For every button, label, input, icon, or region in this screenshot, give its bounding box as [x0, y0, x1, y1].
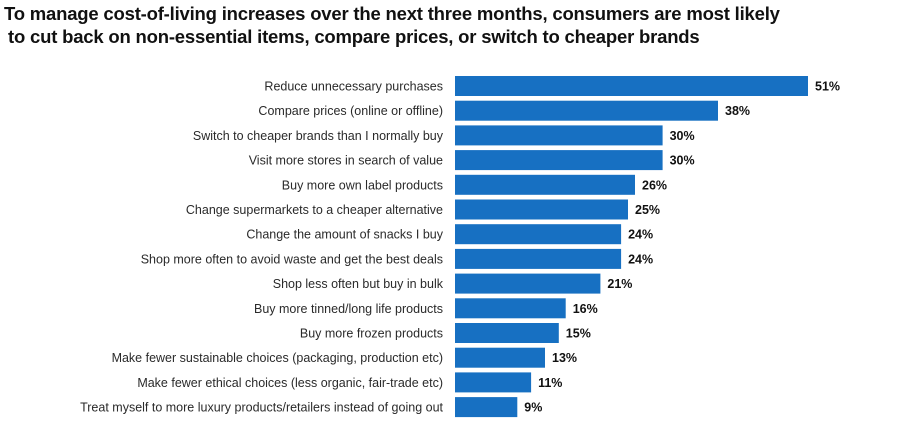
value-label: 11%: [538, 376, 562, 390]
category-label: Change the amount of snacks I buy: [246, 228, 443, 242]
bar: [455, 174, 635, 195]
bar: [455, 273, 601, 294]
category-label: Make fewer ethical choices (less organic…: [137, 376, 443, 390]
value-label: 13%: [552, 351, 577, 365]
category-label: Visit more stores in search of value: [249, 154, 443, 168]
chart-title-line-2: to cut back on non-essential items, comp…: [8, 26, 700, 47]
value-label: 51%: [815, 80, 840, 94]
bar: [455, 199, 628, 220]
category-label: Treat myself to more luxury products/ret…: [80, 401, 443, 415]
bar: [455, 100, 718, 121]
value-label: 38%: [725, 104, 750, 118]
category-labels: Reduce unnecessary purchases Compare pric…: [80, 80, 444, 415]
value-label: 24%: [628, 228, 653, 242]
value-label: 21%: [607, 277, 632, 291]
bar: [455, 248, 622, 269]
bar: [455, 397, 518, 418]
value-label: 30%: [670, 154, 695, 168]
category-label: Buy more tinned/long life products: [254, 302, 443, 316]
category-label: Shop more often to avoid waste and get t…: [141, 252, 443, 266]
category-label: Reduce unnecessary purchases: [264, 80, 443, 94]
bar: [455, 76, 808, 96]
bar: [455, 150, 663, 171]
value-label: 9%: [524, 401, 542, 415]
category-label: Change supermarkets to a cheaper alterna…: [186, 203, 443, 217]
value-label: 16%: [573, 302, 598, 316]
category-label: Shop less often but buy in bulk: [273, 277, 444, 291]
value-label: 24%: [628, 252, 653, 266]
category-label: Switch to cheaper brands than I normally…: [193, 129, 444, 143]
bar: [455, 372, 532, 393]
category-label: Make fewer sustainable choices (packagin…: [112, 351, 443, 365]
chart-title-line-1: To manage cost-of-living increases over …: [4, 3, 780, 24]
value-labels: 51%38%30%30%26%25%24%24%21%16%15%13%11%9…: [524, 80, 840, 415]
category-label: Buy more frozen products: [300, 327, 443, 341]
category-label: Compare prices (online or offline): [258, 104, 443, 118]
value-label: 25%: [635, 203, 660, 217]
value-label: 26%: [642, 178, 667, 192]
value-label: 30%: [670, 129, 695, 143]
bar: [455, 224, 622, 245]
bars: [455, 76, 808, 418]
value-label: 15%: [566, 327, 591, 341]
category-label: Buy more own label products: [282, 178, 443, 192]
bar: [455, 347, 545, 368]
bar: [455, 125, 663, 146]
bar: [455, 298, 566, 319]
bar: [455, 323, 559, 343]
chart-title: To manage cost-of-living increases over …: [4, 2, 896, 48]
